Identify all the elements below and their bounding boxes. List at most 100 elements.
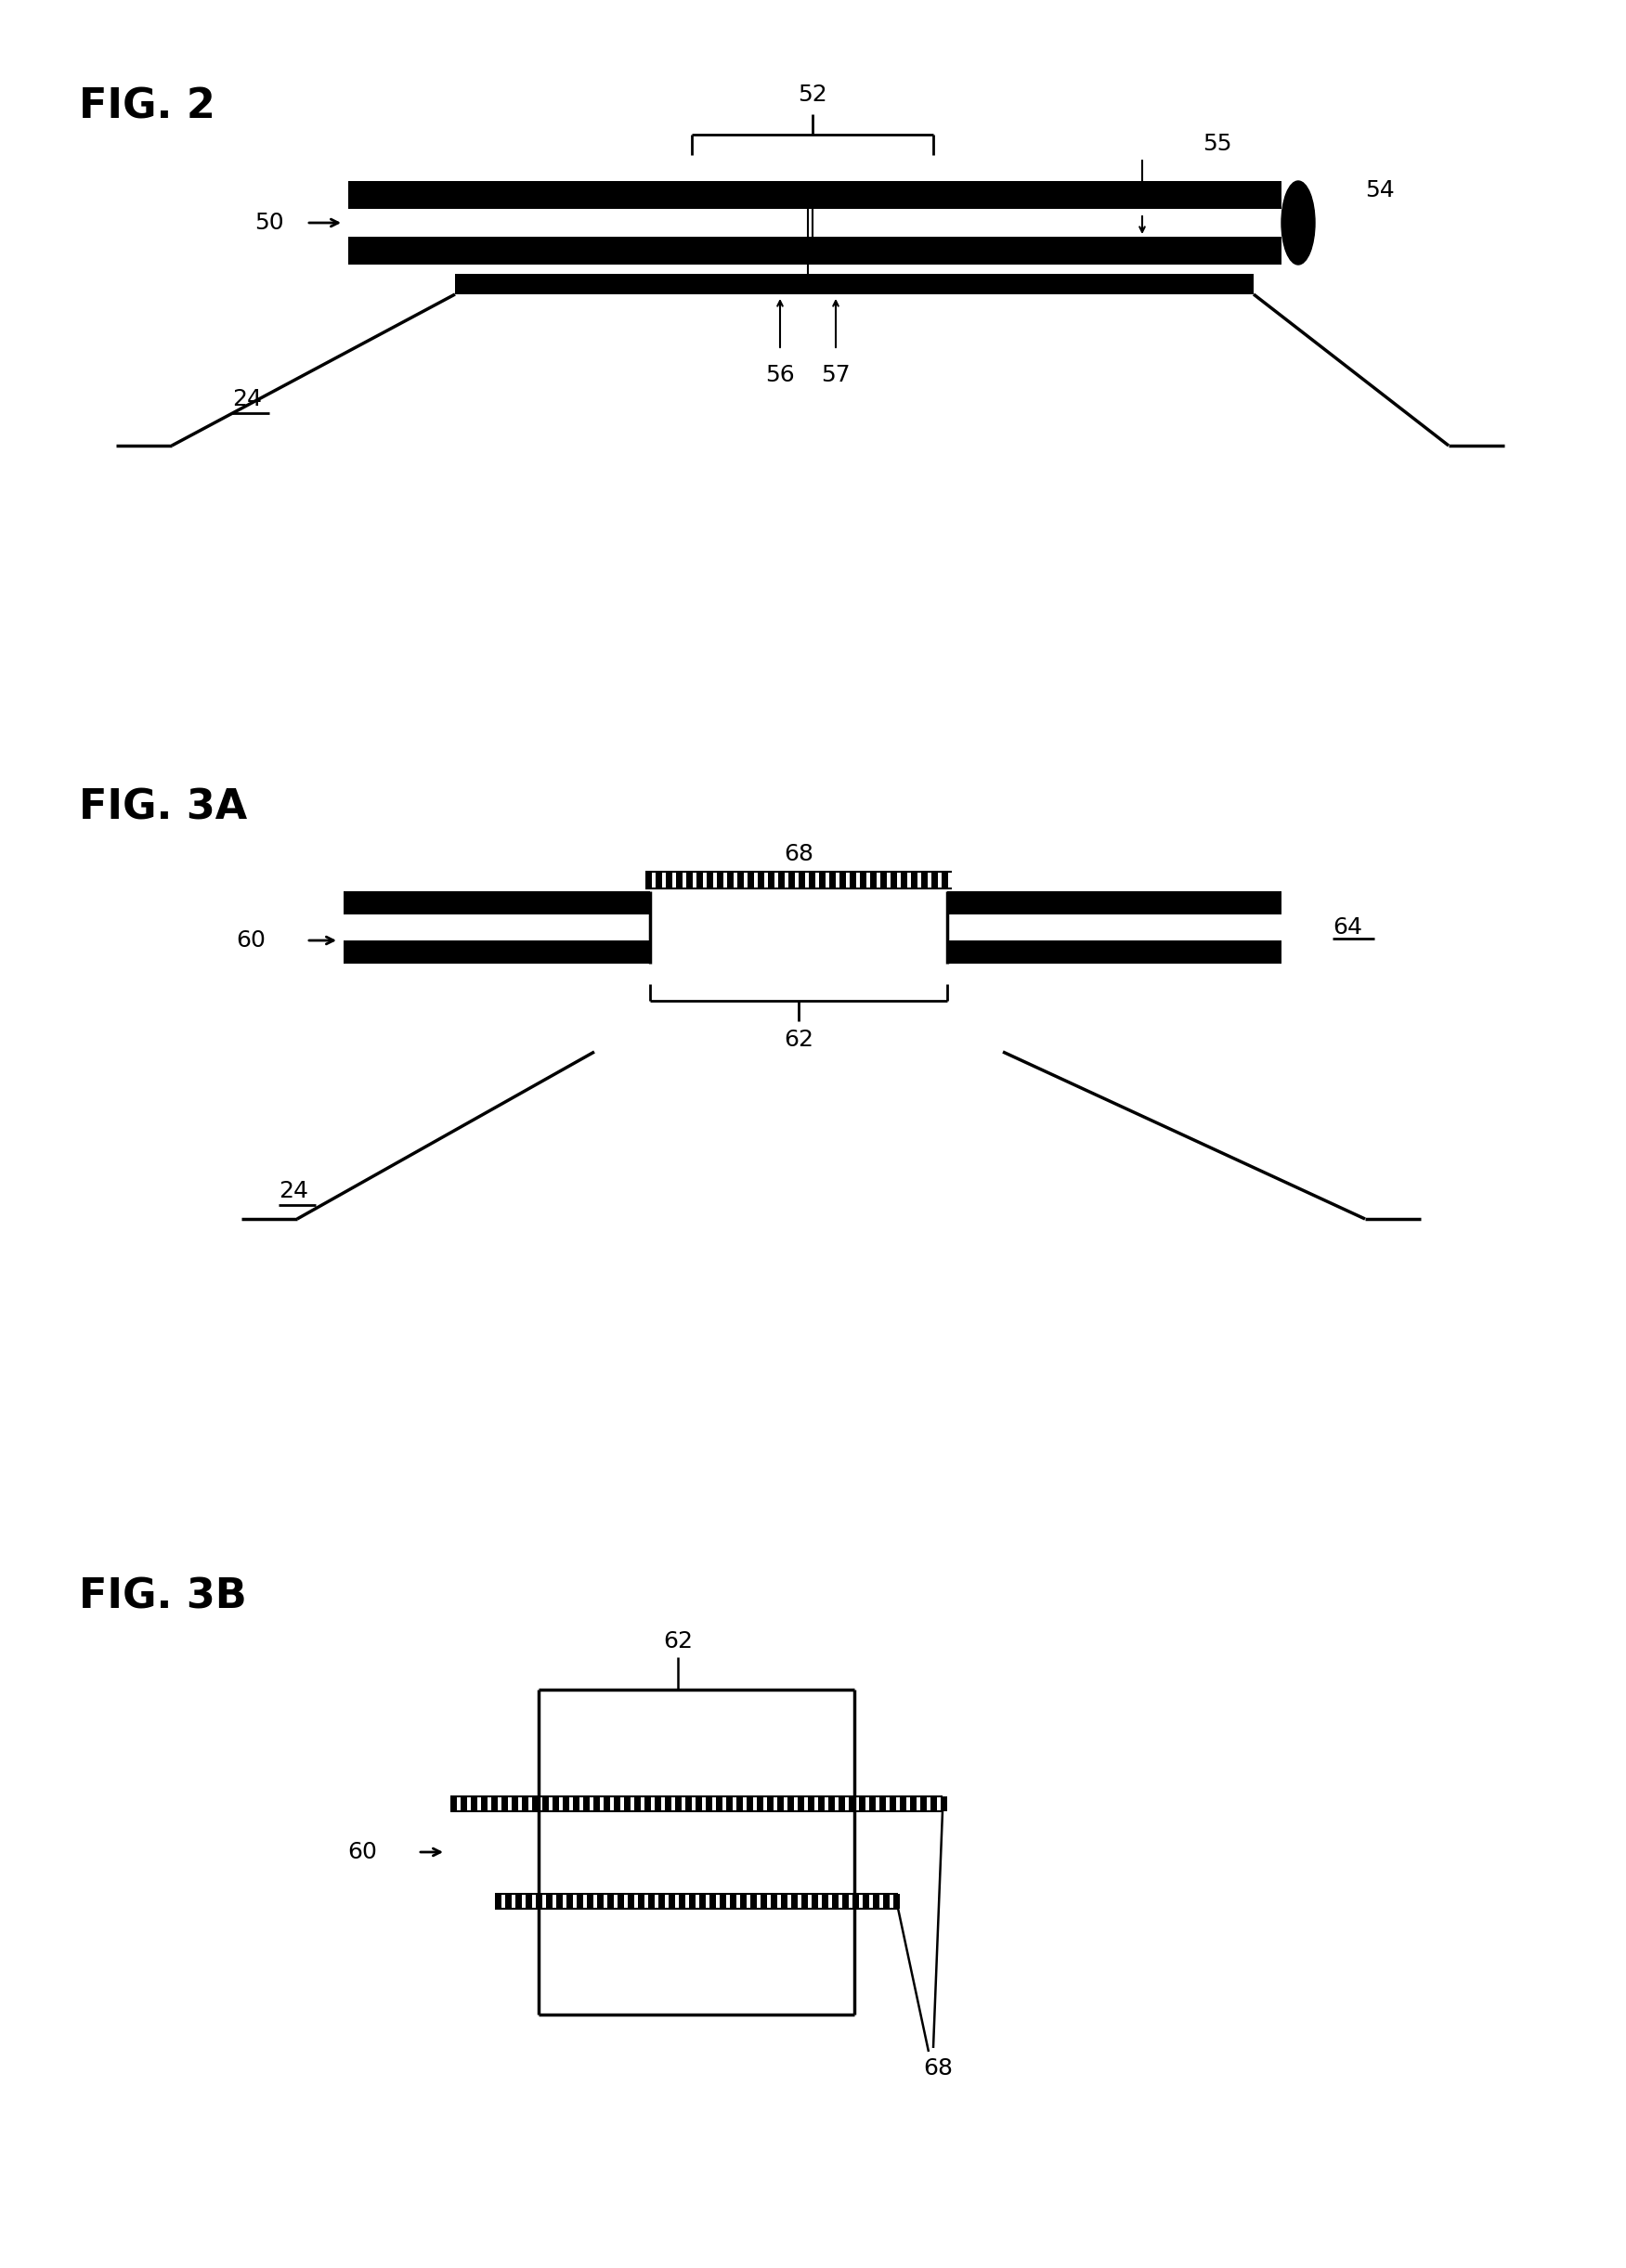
Text: 68: 68 xyxy=(924,2057,953,2080)
Bar xyxy=(849,1796,855,1810)
Bar xyxy=(852,1894,859,1907)
Bar xyxy=(922,871,928,889)
Bar xyxy=(873,1894,880,1907)
Text: 24: 24 xyxy=(233,388,262,411)
Text: 60: 60 xyxy=(348,1842,377,1864)
Bar xyxy=(777,1796,784,1810)
Text: 55: 55 xyxy=(1203,134,1233,154)
Bar xyxy=(730,1894,737,1907)
Bar xyxy=(563,1796,569,1810)
Bar xyxy=(343,941,650,964)
Bar xyxy=(818,1796,824,1810)
Bar xyxy=(506,1894,512,1907)
Bar xyxy=(748,871,754,889)
Bar xyxy=(720,1894,727,1907)
Bar xyxy=(727,1796,733,1810)
Text: 60: 60 xyxy=(236,930,265,953)
Bar xyxy=(618,1894,624,1907)
Bar xyxy=(911,1796,917,1810)
Bar xyxy=(348,181,1281,209)
Bar xyxy=(948,891,1281,914)
Bar xyxy=(646,871,652,889)
Bar xyxy=(546,1894,553,1907)
Bar xyxy=(737,871,743,889)
Bar xyxy=(515,1894,522,1907)
Bar xyxy=(883,1894,889,1907)
Bar xyxy=(727,871,733,889)
Bar xyxy=(543,1796,550,1810)
Bar xyxy=(706,1796,712,1810)
Bar xyxy=(740,1894,746,1907)
Bar xyxy=(880,1796,886,1810)
Bar xyxy=(608,1894,613,1907)
Bar xyxy=(891,871,898,889)
Text: 24: 24 xyxy=(278,1179,309,1202)
Text: 56: 56 xyxy=(766,363,795,386)
Bar xyxy=(839,1796,846,1810)
Bar xyxy=(863,1894,870,1907)
Bar xyxy=(572,1796,579,1810)
Text: 62: 62 xyxy=(663,1631,693,1653)
Bar xyxy=(709,1894,715,1907)
Bar xyxy=(842,1894,849,1907)
Bar xyxy=(870,871,876,889)
Bar xyxy=(655,1796,662,1810)
Bar xyxy=(715,1796,722,1810)
Bar xyxy=(717,871,724,889)
Text: 52: 52 xyxy=(798,84,828,107)
Bar xyxy=(566,1894,572,1907)
Text: 54: 54 xyxy=(1366,179,1395,202)
Bar xyxy=(859,1796,865,1810)
Bar xyxy=(537,1894,543,1907)
Bar xyxy=(833,1894,839,1907)
Bar xyxy=(699,1894,706,1907)
Bar xyxy=(932,871,938,889)
Bar xyxy=(771,1894,777,1907)
Bar xyxy=(860,871,867,889)
Text: FIG. 2: FIG. 2 xyxy=(80,86,215,127)
Bar xyxy=(828,1796,834,1810)
Bar xyxy=(948,941,1281,964)
Bar xyxy=(613,1796,620,1810)
Bar xyxy=(821,1894,828,1907)
Bar xyxy=(789,871,795,889)
Text: 68: 68 xyxy=(784,844,813,864)
Bar xyxy=(472,1796,478,1810)
Bar xyxy=(644,1796,650,1810)
Bar xyxy=(758,871,764,889)
Bar xyxy=(767,871,774,889)
Bar xyxy=(556,1894,563,1907)
Bar xyxy=(659,1894,665,1907)
Text: FIG. 3A: FIG. 3A xyxy=(80,787,247,828)
Bar xyxy=(850,871,857,889)
Bar xyxy=(808,871,815,889)
Bar xyxy=(798,871,805,889)
Bar xyxy=(889,1796,896,1810)
Text: 62: 62 xyxy=(784,1030,813,1050)
Bar xyxy=(750,1894,756,1907)
Text: 64: 64 xyxy=(1333,916,1363,939)
Bar xyxy=(512,1796,519,1810)
Bar xyxy=(491,1796,498,1810)
Bar xyxy=(899,1796,906,1810)
Bar xyxy=(911,871,917,889)
Bar xyxy=(628,1894,634,1907)
Bar xyxy=(941,871,948,889)
Bar xyxy=(696,1796,702,1810)
Bar xyxy=(455,274,1254,295)
Bar xyxy=(839,871,846,889)
Bar xyxy=(665,1796,672,1810)
Bar xyxy=(746,1796,753,1810)
Bar xyxy=(707,871,714,889)
Bar xyxy=(450,1796,457,1810)
Bar xyxy=(649,1894,655,1907)
Bar xyxy=(494,1894,501,1907)
Bar xyxy=(802,1894,808,1907)
Bar xyxy=(522,1796,528,1810)
Bar xyxy=(798,1796,805,1810)
Bar xyxy=(668,1894,675,1907)
Bar xyxy=(348,236,1281,265)
Bar xyxy=(655,871,662,889)
Bar xyxy=(780,1894,787,1907)
Bar xyxy=(808,1796,815,1810)
